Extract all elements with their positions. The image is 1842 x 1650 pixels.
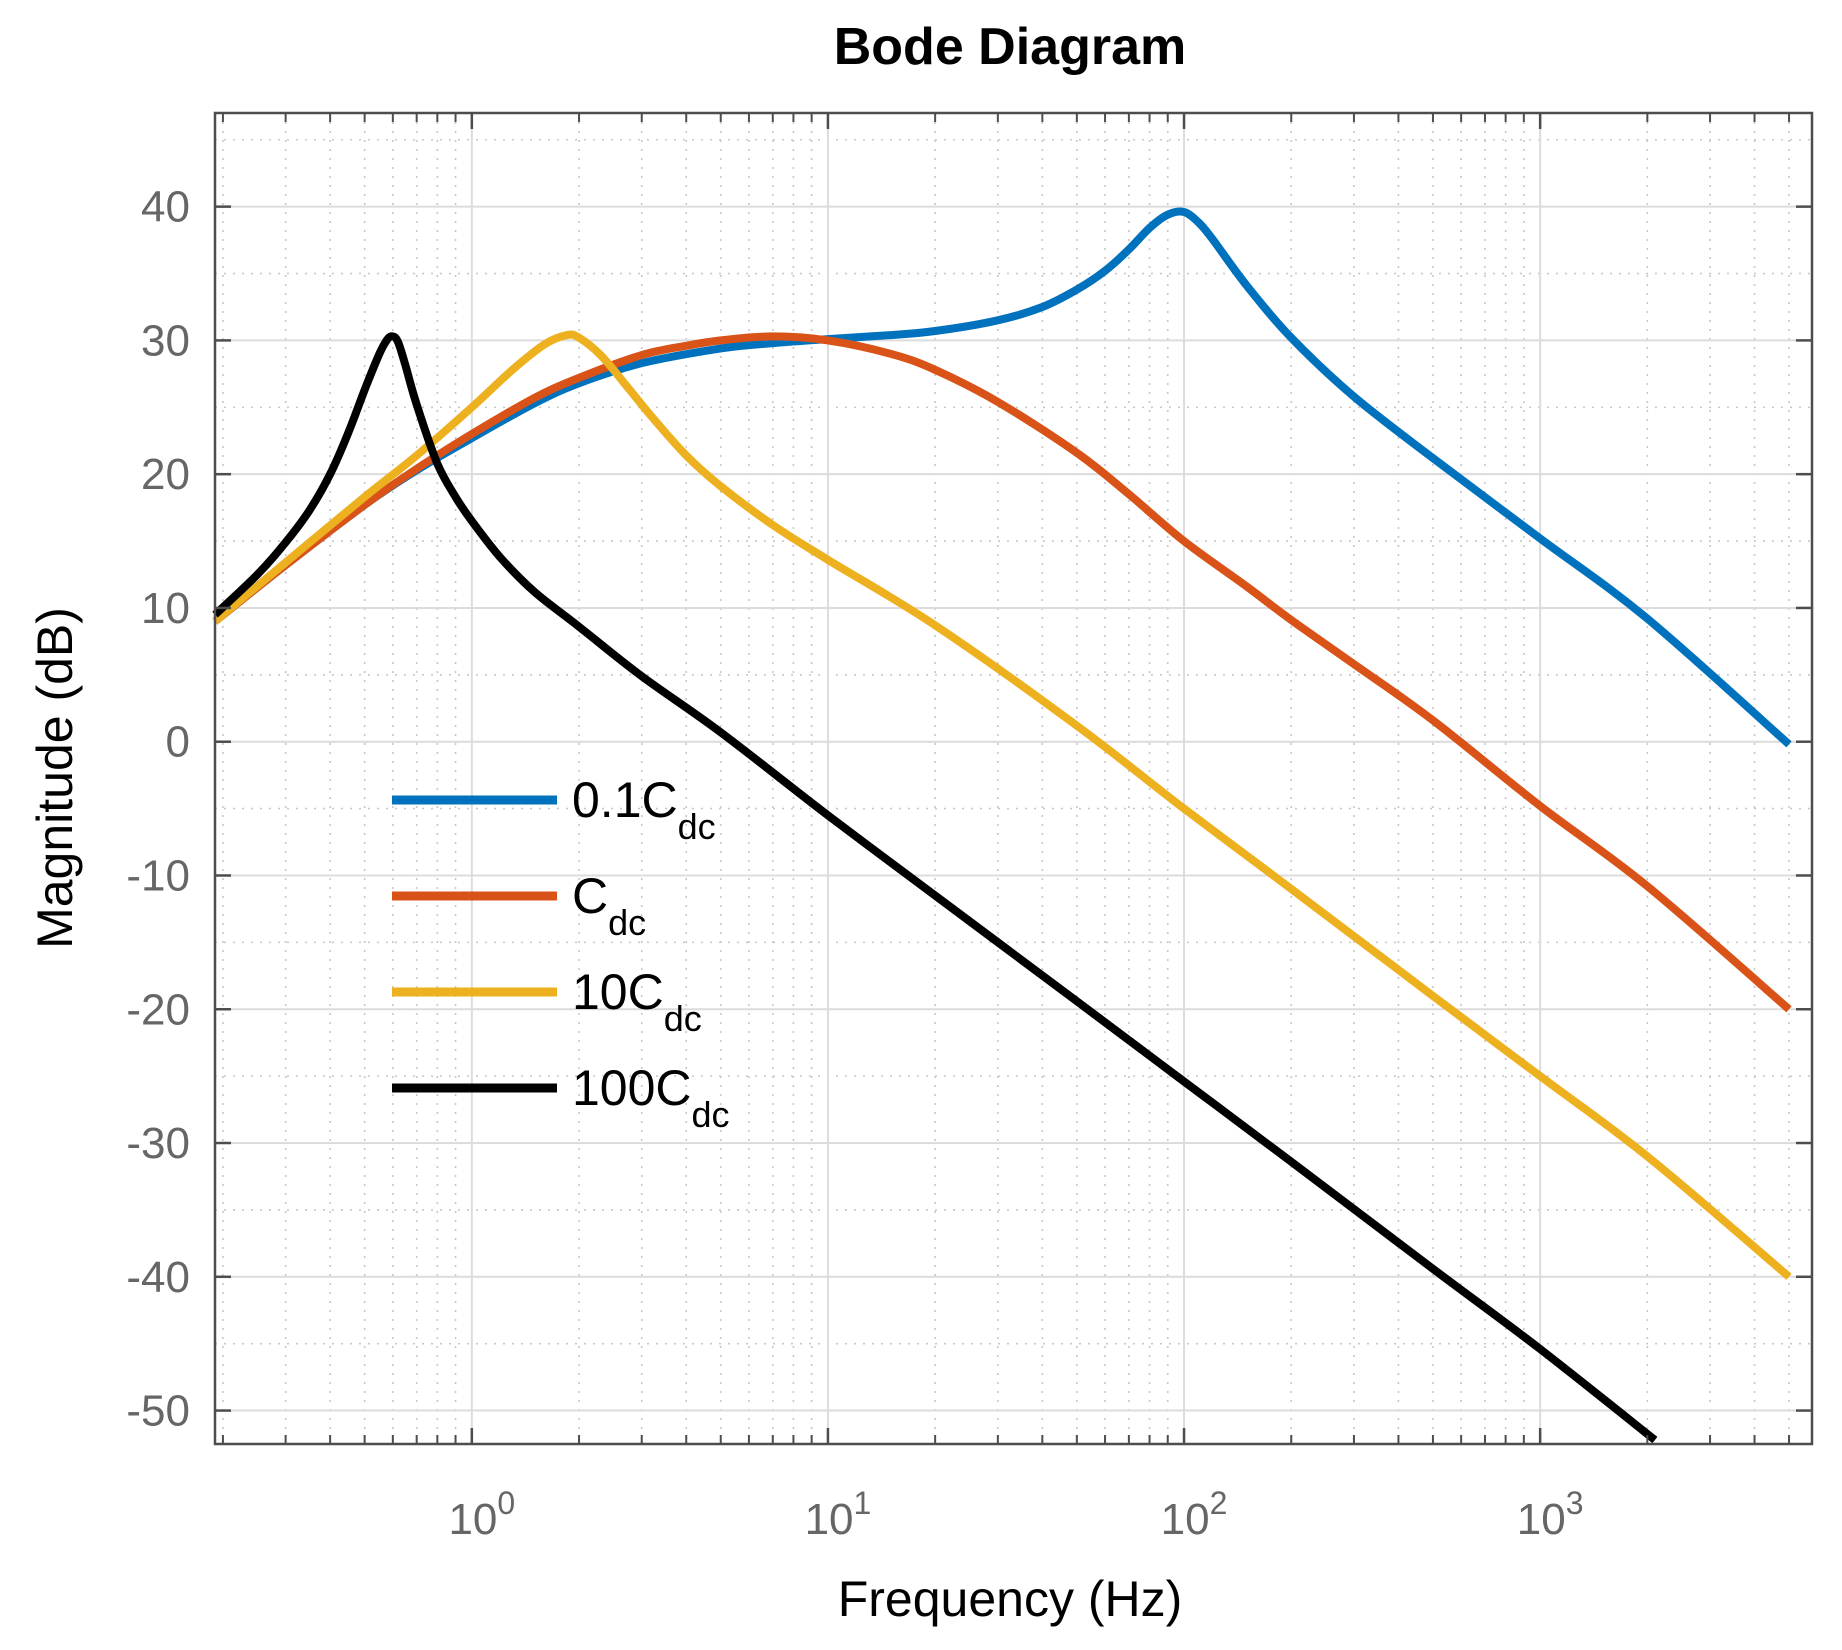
legend: 0.1Cdc Cdc 10Cdc 100Cdc: [392, 772, 730, 1135]
legend-label-1: Cdc: [572, 868, 646, 943]
legend-label-0: 0.1Cdc: [572, 772, 716, 847]
axis-ticks: [215, 113, 1812, 1444]
legend-label-2: 10Cdc: [572, 964, 702, 1039]
y-tick-label: -10: [126, 851, 190, 900]
y-tick-label: 20: [141, 450, 190, 499]
y-tick-label: -20: [126, 985, 190, 1034]
y-tick-labels: 40 30 20 10 0 -10 -20 -30 -40 -50: [126, 183, 190, 1436]
x-tick-label: 101: [805, 1485, 872, 1544]
x-tick-label: 102: [1161, 1485, 1228, 1544]
y-tick-label: -40: [126, 1253, 190, 1302]
x-axis-label: Frequency (Hz): [838, 1571, 1183, 1627]
y-tick-label: 30: [141, 316, 190, 365]
y-tick-label: 10: [141, 584, 190, 633]
series-line-0: [212, 207, 1792, 748]
legend-label-3: 100Cdc: [572, 1060, 730, 1135]
series-line-2: [212, 330, 1792, 1280]
major-grid: [215, 113, 1812, 1444]
y-tick-label: 0: [166, 718, 190, 767]
y-axis-label: Magnitude (dB): [27, 607, 83, 949]
x-tick-label: 103: [1517, 1485, 1584, 1544]
series-lines: [212, 207, 1792, 1444]
plot-frame: [213, 111, 1814, 1446]
y-tick-label: -50: [126, 1387, 190, 1436]
y-tick-label: -30: [126, 1119, 190, 1168]
plot-area: [215, 113, 1812, 1444]
x-tick-label: 100: [448, 1485, 515, 1544]
series-line-1: [212, 332, 1792, 1013]
series-line-3: [212, 332, 1658, 1444]
y-tick-label: 40: [141, 183, 190, 232]
chart-title: Bode Diagram: [834, 18, 1187, 76]
x-tick-labels: 100 101 102 103: [448, 1485, 1583, 1544]
